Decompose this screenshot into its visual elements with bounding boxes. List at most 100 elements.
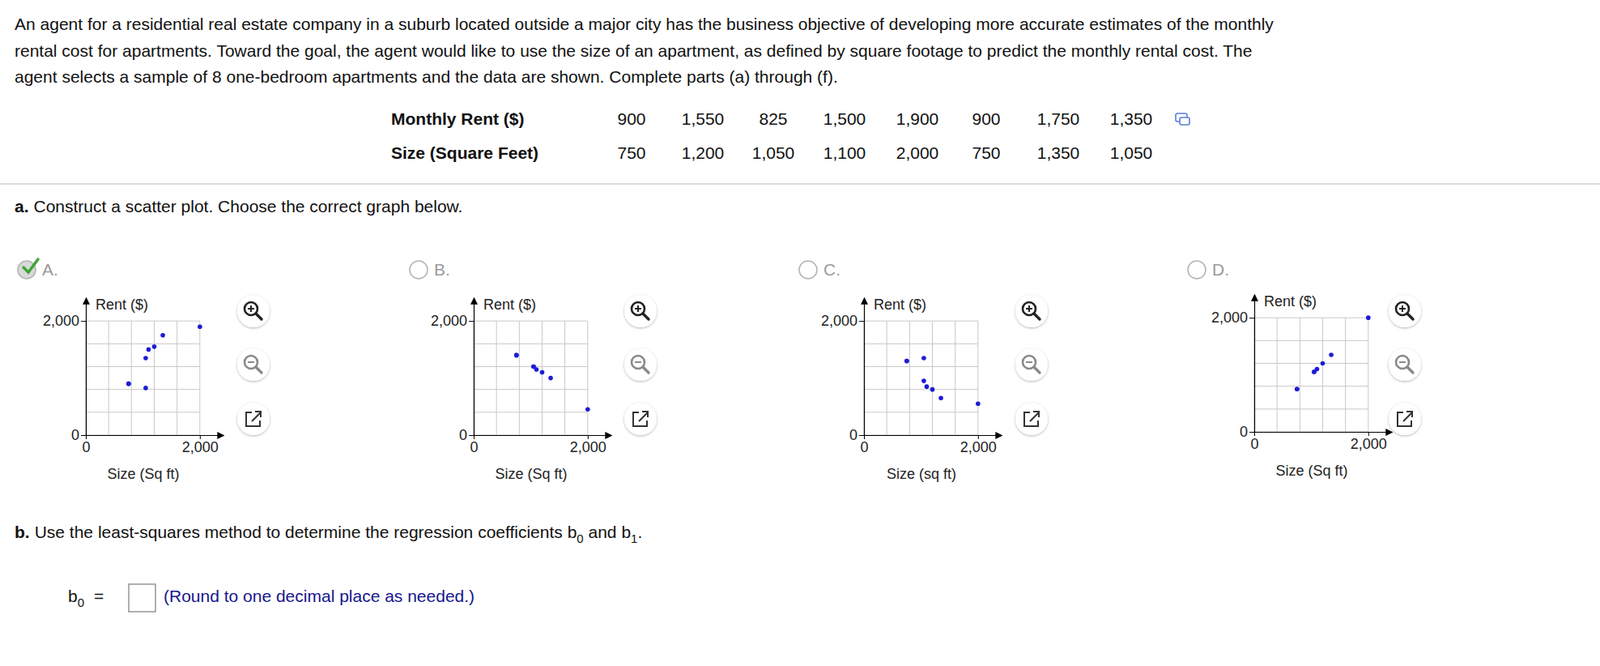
option-radio[interactable]	[17, 259, 39, 279]
y-axis: 0 2,000	[1211, 295, 1256, 441]
problem-text: rental cost for apartments. Toward the g…	[14, 41, 1252, 60]
grid-line-y	[1254, 317, 1369, 319]
icon-button[interactable]	[624, 348, 657, 381]
problem-text: An agent for a residential real estate c…	[14, 14, 1274, 34]
table-cell: 900	[617, 109, 646, 128]
tick-label: 2,000	[570, 438, 607, 456]
zoom-icon-out[interactable]	[624, 348, 657, 381]
option-label: C.	[823, 259, 841, 279]
icon-button[interactable]	[237, 402, 270, 435]
radio-button[interactable]	[799, 260, 818, 279]
data-point	[126, 381, 132, 387]
grid-line-x	[909, 320, 911, 435]
table-cell: 750	[617, 143, 646, 162]
zoom-icon-open[interactable]	[1388, 402, 1422, 435]
icon-button[interactable]	[1015, 402, 1048, 435]
answer-hint: (Round to one decimal place as needed.)	[163, 586, 475, 605]
data-point	[531, 364, 537, 370]
grid-line-x	[176, 320, 178, 435]
icon-handle	[255, 313, 262, 320]
data-point	[146, 347, 152, 353]
part-text: Construct a scatter plot. Choose the cor…	[34, 196, 464, 216]
x-axis-tick: 2,000	[960, 434, 997, 456]
copy-icon[interactable]	[1175, 113, 1190, 125]
zoom-icon-open[interactable]	[237, 402, 270, 435]
x-axis-tick: 0	[859, 434, 869, 456]
tick-label: 2,000	[1350, 435, 1388, 452]
zoom-icon-out[interactable]	[237, 348, 270, 381]
tick-label: 2,000	[1211, 309, 1248, 326]
data-point	[143, 385, 149, 391]
grid	[473, 320, 588, 435]
icon-arrow	[1403, 411, 1413, 422]
icon-handle	[642, 366, 649, 373]
icon-arrow	[251, 411, 261, 422]
y-axis-tick: 2,000	[821, 312, 864, 329]
zoom-icon-open[interactable]	[1015, 402, 1048, 435]
y-axis-line	[85, 298, 87, 436]
icon-button[interactable]	[624, 402, 657, 435]
table-cell: 1,100	[823, 143, 867, 162]
icon-handle	[1034, 366, 1040, 373]
icon-button[interactable]	[1015, 348, 1048, 381]
grid-line-x	[108, 320, 110, 435]
x-axis-tick: 2,000	[570, 434, 607, 456]
zoom-icon-in[interactable]	[1388, 294, 1422, 328]
grid-line-x	[1367, 317, 1369, 432]
tick-mark	[80, 320, 86, 322]
grid-line-y	[473, 388, 588, 390]
icon-minus	[1025, 361, 1033, 363]
x-axis: 02,000	[1250, 431, 1392, 452]
icon-button[interactable]	[1388, 402, 1422, 435]
grid-line-y	[85, 365, 200, 367]
scatter-chart: 02,00002,000Rent ($)Size (Sq ft)	[430, 296, 612, 482]
zoom-icon-in[interactable]	[1015, 294, 1048, 328]
answer-input[interactable]	[128, 583, 156, 612]
table-cell: 750	[971, 143, 1000, 162]
zoom-icon-out[interactable]	[1015, 348, 1048, 381]
tick-label: 2,000	[182, 438, 219, 456]
zoom-icon-in[interactable]	[624, 294, 657, 328]
grid-line-x	[886, 320, 888, 435]
y-axis-line	[473, 298, 475, 436]
icon-button[interactable]	[237, 348, 270, 381]
zoom-icon-out[interactable]	[1388, 348, 1422, 381]
data-point	[514, 353, 520, 358]
scatter-chart: 02,00002,000Rent ($)Size (sq ft)	[821, 296, 1002, 482]
icon-button[interactable]	[237, 294, 270, 328]
grid-line-y	[1254, 340, 1369, 341]
icon-plus	[250, 305, 252, 312]
x-axis-line	[864, 434, 1002, 436]
subscript: 0	[77, 595, 85, 609]
grid-line-y	[85, 343, 200, 345]
data-point	[930, 387, 936, 392]
icon-handle	[1407, 366, 1413, 373]
data-point	[514, 353, 520, 358]
icon-button[interactable]	[1388, 348, 1422, 381]
grid-line-y	[863, 388, 979, 390]
grid-line-y	[473, 411, 588, 413]
icon-button[interactable]	[1388, 294, 1422, 328]
grid-line-y	[863, 411, 979, 413]
data-point	[540, 370, 545, 375]
icon-button[interactable]	[624, 294, 657, 328]
option-radio[interactable]	[799, 260, 818, 279]
separator	[0, 182, 1600, 185]
zoom-icon-open[interactable]	[624, 402, 657, 435]
x-axis-title: Size (Sq ft)	[494, 465, 567, 482]
grid-line-x	[1299, 317, 1301, 432]
grid-line-x	[954, 320, 956, 435]
radio-button[interactable]	[409, 260, 428, 279]
check-mark	[23, 259, 39, 273]
grid	[863, 320, 979, 435]
grid-line-x	[977, 320, 979, 435]
zoom-icon-in[interactable]	[237, 294, 270, 328]
part-label: a.	[14, 196, 30, 216]
icon-button[interactable]	[1015, 294, 1048, 328]
radio-button[interactable]	[1187, 260, 1206, 279]
option-radio[interactable]	[409, 260, 428, 279]
grid-line-y	[1254, 408, 1369, 409]
icon-box	[633, 412, 647, 426]
option-radio[interactable]	[1187, 260, 1206, 279]
y-axis-tick: 0	[1239, 423, 1255, 440]
